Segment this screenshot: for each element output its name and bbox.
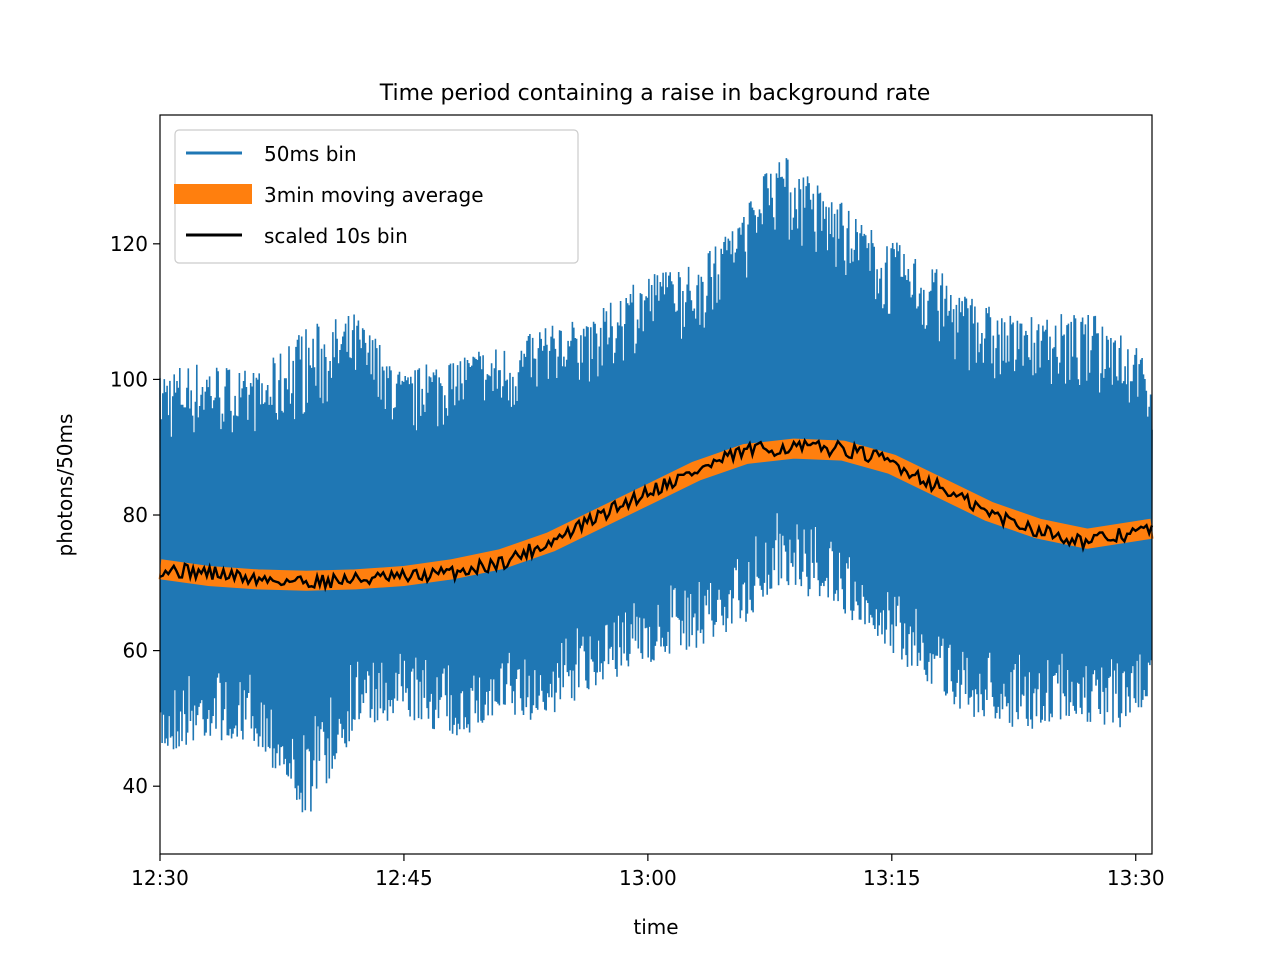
y-tick-label: 120 [110,232,148,256]
y-axis-label: photons/50ms [53,414,77,557]
legend-swatch-3min-moving-average [174,184,252,204]
y-tick-label: 100 [110,367,148,391]
y-tick-label: 40 [123,774,148,798]
x-tick-label: 13:30 [1107,866,1165,890]
y-tick-label: 60 [123,639,148,663]
x-tick-label: 12:30 [131,866,189,890]
x-tick-label: 12:45 [375,866,433,890]
axes-frame [159,114,1153,855]
y-tick-label: 80 [123,503,148,527]
legend-label-scaled-10s-bin: scaled 10s bin [264,224,408,248]
y-axis: 40 60 80 100 120 [110,232,160,798]
series-50ms-bin-line [159,158,1153,813]
legend: 50ms bin 3min moving average scaled 10s … [174,129,579,264]
legend-label-3min-moving-average: 3min moving average [264,183,484,207]
series-scaled-10s-bin [159,437,1154,593]
series-scaled-10s-bin-line [159,437,1154,593]
x-tick-label: 13:00 [619,866,677,890]
chart-title: Time period containing a raise in backgr… [379,81,931,106]
x-axis-label: time [633,915,678,939]
legend-label-50ms-bin: 50ms bin [264,142,357,166]
series-50ms-bin [159,158,1153,813]
x-tick-label: 13:15 [863,866,921,890]
x-axis: 12:30 12:45 13:00 13:15 13:30 [131,854,1165,890]
